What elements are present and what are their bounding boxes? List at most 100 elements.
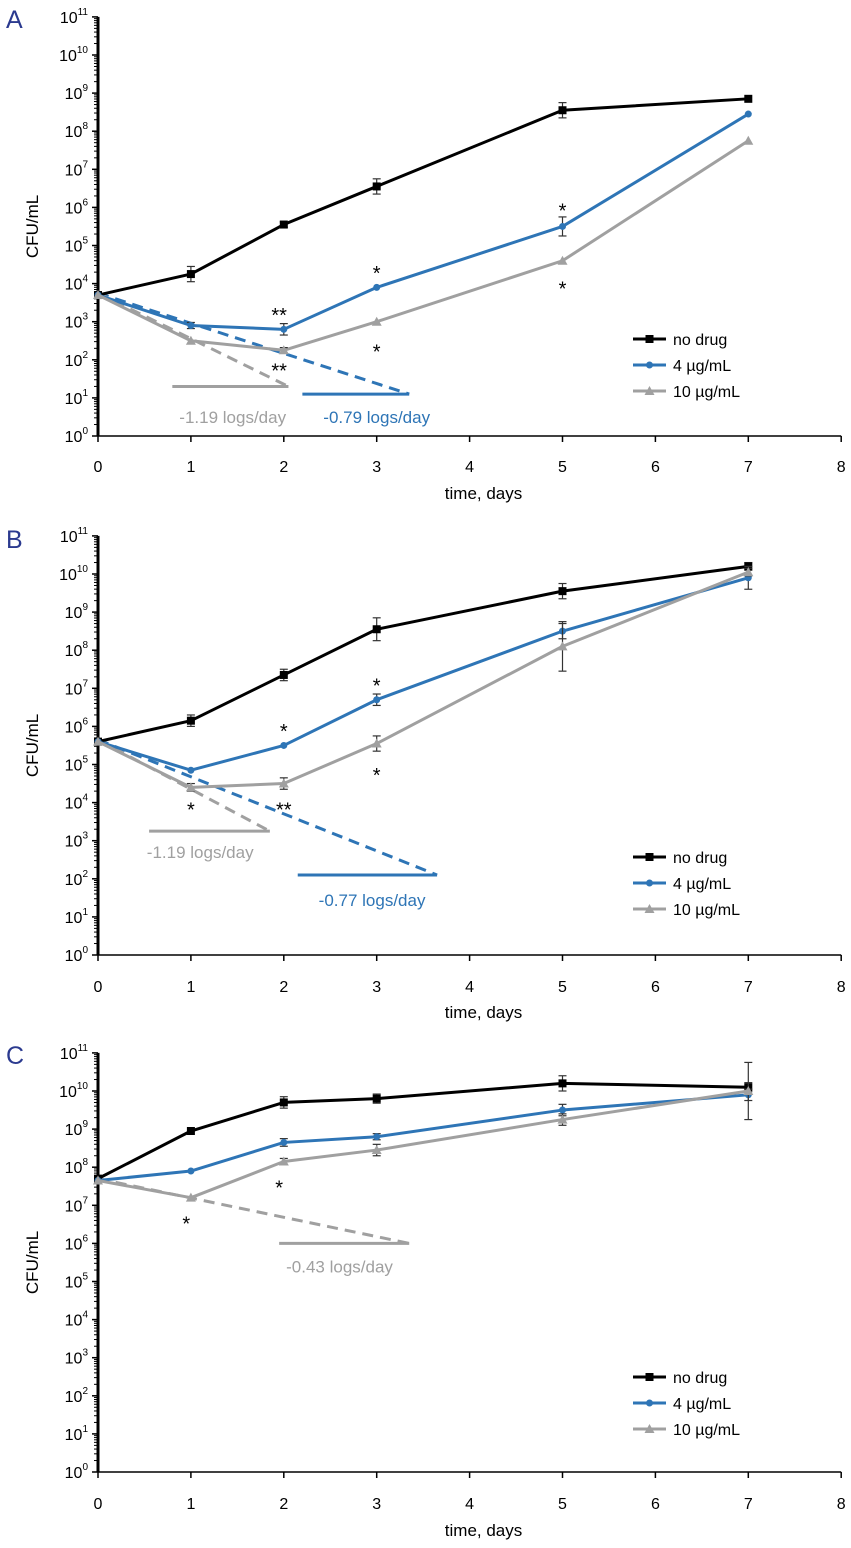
data-point-4ug	[559, 1106, 566, 1114]
y-tick-label: 109	[65, 83, 89, 103]
y-tick-base: 10	[65, 1198, 83, 1215]
y-tick-base: 10	[65, 162, 83, 179]
x-tick-label: 6	[651, 1496, 660, 1513]
y-tick-base: 10	[65, 1122, 83, 1139]
significance-mark: **	[271, 305, 287, 327]
y-tick-label: 109	[65, 602, 89, 622]
data-point-10ug	[557, 255, 568, 265]
data-point-10ug	[371, 1145, 382, 1155]
y-tick-base: 10	[65, 1465, 83, 1482]
x-tick-label: 4	[465, 1496, 474, 1513]
y-tick-exponent: 4	[82, 274, 88, 285]
y-tick-exponent: 4	[82, 1310, 88, 1321]
y-tick-base: 10	[65, 1236, 83, 1253]
y-tick-label: 107	[65, 159, 89, 179]
y-tick-label: 1011	[60, 1043, 89, 1063]
y-tick-base: 10	[65, 277, 83, 294]
data-point-10ug	[185, 1192, 196, 1202]
y-tick-label: 107	[65, 1195, 89, 1215]
y-tick-exponent: 3	[82, 312, 88, 323]
y-tick-base: 10	[65, 86, 83, 103]
y-tick-label: 105	[65, 755, 89, 775]
legend-marker-no-drug	[645, 1373, 654, 1381]
y-tick-label: 108	[65, 640, 89, 660]
legend-marker-4ug	[646, 361, 653, 369]
y-tick-base: 10	[65, 239, 83, 256]
x-tick-label: 7	[744, 459, 753, 476]
data-point-4ug	[187, 1167, 195, 1175]
significance-mark: *	[182, 1213, 190, 1235]
y-tick-exponent: 7	[82, 1195, 88, 1206]
y-tick-base: 10	[65, 1389, 83, 1406]
x-tick-label: 1	[186, 1496, 195, 1513]
x-tick-label: 7	[744, 979, 753, 996]
legend-marker-10ug	[644, 386, 655, 395]
panel-letter: C	[6, 1042, 24, 1070]
y-tick-base: 10	[65, 605, 83, 622]
legend-label-no-drug: no drug	[673, 850, 727, 867]
y-tick-label: 100	[65, 1462, 89, 1482]
y-tick-base: 10	[65, 1160, 83, 1177]
data-point-10ug	[743, 1086, 754, 1095]
slope-label-10ug: -1.19 logs/day	[179, 408, 286, 427]
y-tick-label: 105	[65, 1272, 89, 1292]
y-tick-base: 10	[65, 758, 83, 775]
legend-label-no-drug: no drug	[673, 332, 727, 349]
y-tick-label: 104	[65, 793, 89, 813]
significance-mark: *	[275, 1177, 283, 1199]
series-line-10ug	[97, 570, 749, 789]
data-point-4ug	[744, 110, 752, 118]
y-tick-exponent: 3	[82, 1348, 88, 1359]
y-tick-exponent: 2	[82, 1386, 88, 1397]
y-tick-base: 10	[65, 834, 83, 851]
significance-mark: *	[187, 799, 195, 821]
significance-mark: *	[559, 278, 567, 300]
y-tick-label: 103	[65, 831, 89, 851]
y-tick-base: 10	[65, 948, 83, 965]
series-line-4ug	[97, 1093, 749, 1183]
legend-label-4ug: 4 µg/mL	[673, 358, 731, 375]
y-tick-label: 102	[65, 350, 89, 370]
data-point-no-drug	[372, 1094, 381, 1103]
y-tick-base: 10	[65, 796, 83, 813]
data-point-10ug	[371, 738, 382, 748]
y-tick-exponent: 8	[82, 1157, 88, 1168]
y-axis-title: CFU/mL	[23, 714, 42, 777]
y-tick-base: 10	[65, 429, 83, 446]
legend-marker-no-drug	[645, 853, 654, 861]
y-tick-exponent: 11	[78, 7, 89, 18]
y-tick-label: 1010	[59, 564, 88, 584]
y-tick-base: 10	[65, 719, 83, 736]
y-tick-exponent: 8	[82, 121, 88, 132]
y-tick-base: 10	[65, 1351, 83, 1368]
y-tick-label: 104	[65, 274, 89, 294]
y-tick-base: 10	[65, 315, 83, 332]
y-tick-base: 10	[65, 643, 83, 660]
data-point-no-drug	[372, 182, 381, 191]
data-point-no-drug	[744, 94, 753, 103]
y-tick-label: 1010	[59, 1081, 88, 1101]
y-tick-label: 101	[65, 388, 89, 408]
data-point-10ug	[743, 567, 754, 577]
y-tick-base: 10	[65, 391, 83, 408]
data-point-no-drug	[558, 106, 567, 115]
data-point-no-drug	[279, 670, 288, 679]
x-tick-label: 6	[651, 979, 660, 996]
data-point-10ug	[278, 778, 289, 788]
x-tick-label: 0	[94, 1496, 103, 1513]
y-tick-exponent: 1	[82, 388, 88, 399]
y-tick-exponent: 11	[78, 1043, 89, 1054]
data-point-4ug	[373, 696, 381, 704]
trendline-4ug	[97, 291, 410, 396]
data-point-no-drug	[372, 625, 381, 634]
data-point-4ug	[559, 222, 566, 230]
x-tick-label: 6	[651, 459, 660, 476]
y-tick-base: 10	[65, 124, 83, 141]
y-tick-base: 10	[65, 200, 83, 217]
series-line-no-drug	[97, 564, 749, 744]
x-tick-label: 3	[372, 1496, 381, 1513]
slope-label-4ug: -0.77 logs/day	[319, 891, 426, 910]
y-tick-exponent: 8	[82, 640, 88, 651]
y-tick-exponent: 9	[82, 1119, 88, 1130]
